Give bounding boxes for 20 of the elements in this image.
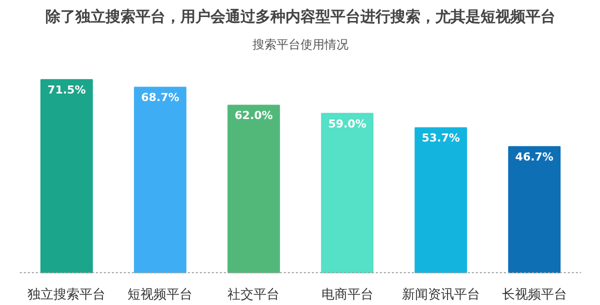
- data-label: 68.7%: [141, 91, 180, 104]
- x-tick-label: 新闻资讯平台: [402, 288, 480, 302]
- bar: [134, 86, 186, 274]
- x-tick-label: 短视频平台: [128, 288, 193, 302]
- bar: [40, 79, 93, 274]
- x-tick-label: 电商平台: [321, 288, 374, 302]
- x-tick-label: 独立搜索平台: [28, 286, 106, 302]
- bar: [321, 112, 374, 274]
- chart-subtitle: 搜索平台使用情况: [252, 38, 348, 52]
- chart-title: 除了独立搜索平台，用户会通过多种内容型平台进行搜索，尤其是短视频平台: [46, 8, 556, 26]
- bar: [508, 146, 561, 274]
- x-tick-label: 长视频平台: [502, 288, 567, 302]
- data-label: 46.7%: [515, 150, 554, 164]
- data-label: 53.7%: [422, 132, 460, 145]
- x-tick-label: 社交平台: [228, 286, 280, 302]
- data-label: 71.5%: [48, 84, 86, 97]
- bar: [414, 127, 468, 274]
- data-label: 59.0%: [328, 117, 366, 130]
- bar: [228, 104, 280, 274]
- data-label: 62.0%: [234, 109, 273, 122]
